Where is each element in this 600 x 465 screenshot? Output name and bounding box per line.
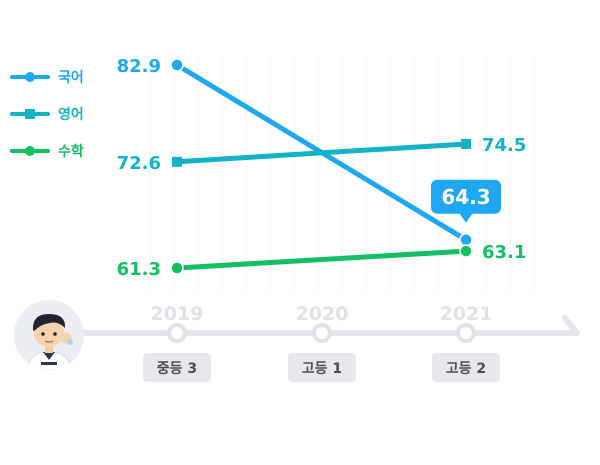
x-tick-label: 2021 xyxy=(440,303,493,325)
legend-item: 수학 xyxy=(10,132,84,169)
callout-bubble xyxy=(431,179,501,214)
series-line xyxy=(174,141,469,165)
data-point xyxy=(170,261,184,275)
data-label: 63.1 xyxy=(482,242,526,263)
data-point xyxy=(172,156,182,167)
legend-label: 국어 xyxy=(58,69,84,86)
timeline-node xyxy=(456,323,476,343)
data-label: 72.6 xyxy=(117,153,161,174)
series-line xyxy=(174,248,469,271)
grade-label: 고등 1 xyxy=(302,361,342,377)
grade-badge xyxy=(288,353,356,382)
data-point xyxy=(459,244,473,258)
grade-badge xyxy=(432,353,500,382)
legend-label: 수학 xyxy=(58,143,84,160)
legend-label: 영어 xyxy=(58,106,84,123)
grade-label: 고등 2 xyxy=(446,361,486,377)
legend-marker-icon xyxy=(10,71,50,83)
grade-label: 중등 3 xyxy=(157,361,197,377)
legend-marker-icon xyxy=(10,145,50,157)
timeline-node xyxy=(167,323,187,343)
data-label: 74.5 xyxy=(482,135,526,156)
timeline-node xyxy=(312,323,332,343)
timeline-track xyxy=(79,315,580,336)
data-point xyxy=(170,58,184,72)
data-point xyxy=(459,233,473,247)
legend-item: 국어 xyxy=(10,58,84,95)
callout-label: 64.3 xyxy=(441,185,490,209)
student-avatar-icon xyxy=(14,300,84,370)
x-tick-label: 2020 xyxy=(296,303,349,325)
callout-pointer xyxy=(459,212,473,223)
legend-item: 영어 xyxy=(10,95,84,132)
legend-marker-icon xyxy=(10,108,50,120)
data-label: 61.3 xyxy=(117,259,161,280)
grade-badge xyxy=(143,353,211,382)
x-tick-label: 2019 xyxy=(151,303,204,325)
data-point xyxy=(461,138,471,149)
data-label: 82.9 xyxy=(117,56,161,77)
